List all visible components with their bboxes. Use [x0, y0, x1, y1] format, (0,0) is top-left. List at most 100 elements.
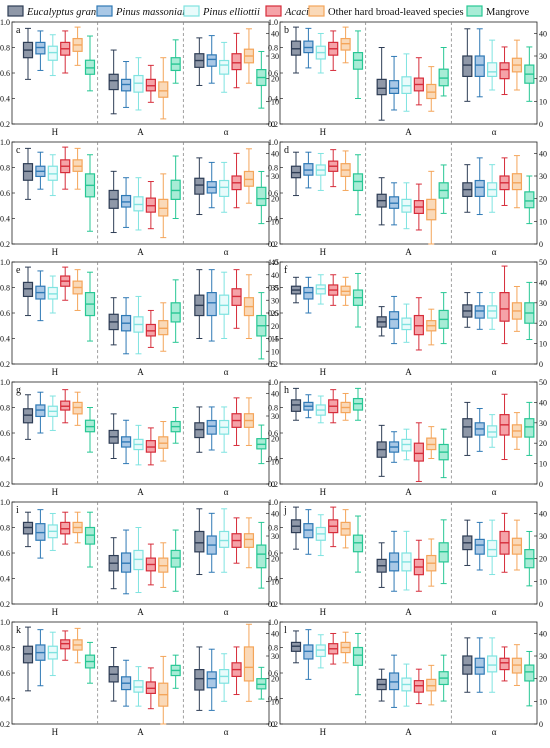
iqr-box [219, 59, 230, 75]
box-alpha-pinus-elliottii [487, 637, 498, 693]
box-a-mangrove [438, 292, 449, 345]
box-a-eucalyptus-grandis [108, 170, 119, 234]
box-alpha-pinus-elliottii [487, 39, 498, 91]
right-tick-label: 30 [539, 419, 547, 428]
box-h-pinus-elliottii [47, 395, 58, 431]
panel-label: h [284, 385, 289, 396]
plot-frame [279, 381, 538, 485]
iqr-box [243, 646, 255, 682]
right-tick-label: 20 [271, 555, 279, 564]
iqr-box [158, 81, 169, 98]
box-alpha-acacia [499, 157, 510, 206]
box-a-mangrove [170, 529, 181, 592]
iqr-box [511, 173, 523, 191]
box-h-mangrove [84, 154, 96, 232]
legend-item-eucalyptus-grandis: Eucalyptus grandis [7, 5, 108, 18]
group-alpha [462, 265, 535, 345]
box-h-other-hard-broad-leaved-species [72, 391, 83, 426]
box-a-pinus-massoniana [388, 431, 400, 463]
group-alpha [194, 623, 267, 711]
legend-item-mangrove: Mangrove [466, 5, 529, 18]
box-h-other-hard-broad-leaved-species [72, 147, 83, 190]
left-tick-label: 0.2 [268, 120, 278, 129]
group-h [290, 272, 364, 328]
box-h-acacia [328, 274, 339, 306]
box-alpha-pinus-massoniana [474, 292, 485, 330]
box-a-acacia [413, 422, 424, 482]
box-a-mangrove [438, 519, 449, 585]
iqr-box [474, 657, 485, 675]
box-a-acacia [145, 181, 156, 230]
box-a-mangrove [438, 47, 449, 97]
right-tick-label: 40 [539, 398, 547, 407]
panel-label: l [284, 625, 287, 636]
panel-label: k [16, 625, 21, 636]
right-tick-label: 40 [539, 278, 547, 287]
box-a-eucalyptus-grandis [108, 647, 119, 702]
left-tick-label: 0.4 [268, 335, 278, 344]
right-tick-label: 30 [271, 296, 279, 305]
box-alpha-acacia [499, 512, 510, 573]
right-tick-label: 10 [539, 97, 547, 106]
iqr-box [206, 419, 217, 435]
group-a [376, 519, 449, 592]
left-tick-label: 1.0 [0, 498, 10, 507]
iqr-box [524, 664, 535, 682]
box-h-eucalyptus-grandis [22, 394, 34, 440]
left-tick-label: 0.4 [268, 575, 278, 584]
box-h-mangrove [352, 30, 364, 99]
box-a-pinus-elliottii [133, 177, 144, 231]
iqr-box [487, 305, 498, 319]
box-h-mangrove [352, 632, 364, 696]
iqr-box [474, 538, 485, 555]
box-alpha-eucalyptus-grandis [462, 292, 473, 328]
box-h-pinus-elliottii [47, 512, 58, 551]
iqr-box [487, 655, 498, 673]
category-label: A [405, 727, 412, 737]
box-a-pinus-massoniana [120, 61, 132, 108]
panel-label: g [16, 385, 21, 396]
box-a-acacia [413, 57, 424, 106]
box-h-mangrove [352, 154, 364, 216]
iqr-box [413, 442, 424, 462]
box-alpha-other-hard-broad-leaved-species [511, 155, 523, 209]
iqr-box [499, 62, 510, 80]
left-tick-label: 0.2 [0, 720, 10, 729]
panel-label: i [16, 505, 19, 516]
left-tick-label: 0.6 [268, 189, 278, 198]
box-a-pinus-massoniana [120, 419, 132, 465]
group-h [22, 389, 96, 453]
left-tick-label: 0.2 [268, 480, 278, 489]
left-tick-label: 1.0 [268, 498, 278, 507]
box-h-eucalyptus-grandis [290, 387, 302, 421]
iqr-box [352, 646, 364, 666]
iqr-box [474, 179, 485, 198]
box-alpha-acacia [499, 46, 510, 96]
right-tick-label: 30 [271, 52, 279, 61]
right-tick-label: 20 [271, 322, 279, 331]
right-tick-label: 0 [539, 720, 543, 729]
category-label: α [224, 127, 229, 137]
left-tick-label: 0.2 [268, 240, 278, 249]
box-h-other-hard-broad-leaved-species [72, 627, 83, 664]
box-alpha-eucalyptus-grandis [194, 406, 205, 453]
box-a-other-hard-broad-leaved-species [426, 664, 437, 706]
box-alpha-eucalyptus-grandis [462, 28, 473, 102]
box-a-pinus-massoniana [388, 654, 400, 708]
box-alpha-mangrove [524, 46, 535, 102]
left-tick-label: 0.6 [268, 549, 278, 558]
box-h-acacia [60, 30, 71, 74]
panel-label: a [16, 25, 21, 36]
right-tick-label: 10 [539, 697, 547, 706]
legend-swatch [7, 5, 24, 17]
box-a-acacia [145, 309, 156, 348]
left-tick-label: 0.4 [0, 95, 10, 104]
box-alpha-pinus-massoniana [206, 161, 217, 209]
box-h-other-hard-broad-leaved-species [340, 26, 351, 64]
legend: Eucalyptus grandis Pinus massoniana Pinus … [7, 5, 529, 18]
box-h-pinus-massoniana [303, 394, 314, 419]
iqr-box [487, 539, 498, 557]
